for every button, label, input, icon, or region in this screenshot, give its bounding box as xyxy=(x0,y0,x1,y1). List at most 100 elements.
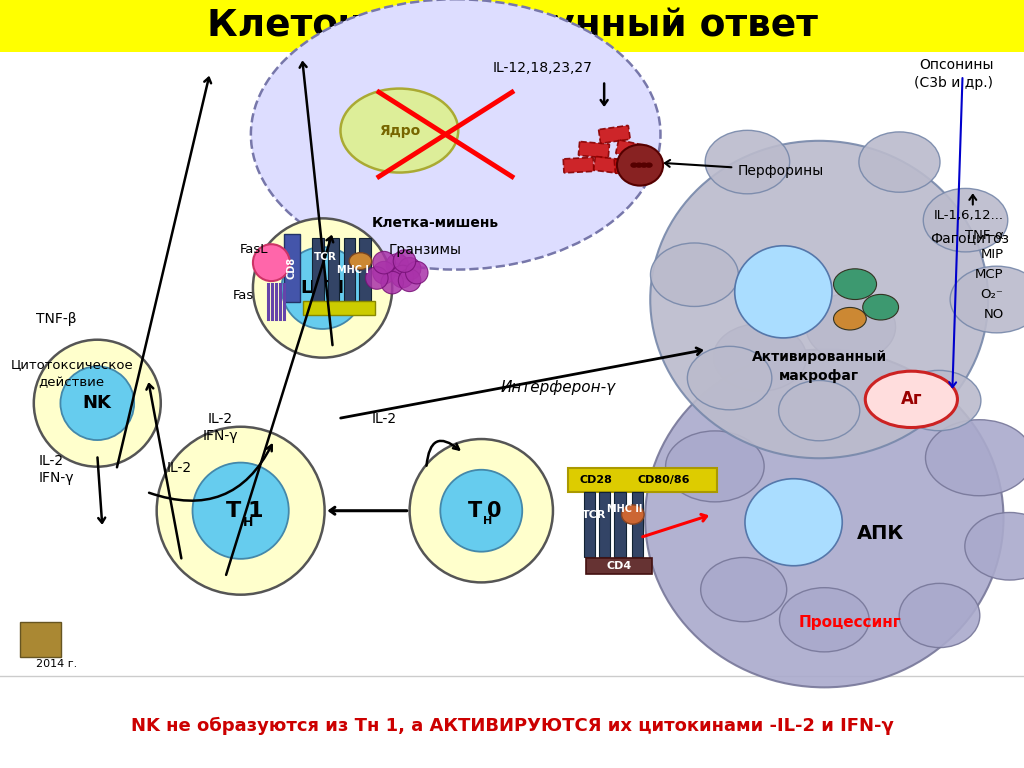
Circle shape xyxy=(253,244,290,281)
Text: АПК: АПК xyxy=(857,525,904,543)
Ellipse shape xyxy=(706,131,790,194)
Text: Н: Н xyxy=(483,516,493,526)
Ellipse shape xyxy=(924,188,1008,252)
Text: TNF-β: TNF-β xyxy=(36,312,77,326)
Text: 1: 1 xyxy=(248,501,263,521)
FancyBboxPatch shape xyxy=(614,157,645,174)
Circle shape xyxy=(391,265,414,288)
Ellipse shape xyxy=(865,371,957,428)
Text: Ядро: Ядро xyxy=(379,124,420,137)
Bar xyxy=(303,301,375,315)
FancyBboxPatch shape xyxy=(615,140,648,160)
Text: Перфорины: Перфорины xyxy=(737,164,823,178)
Bar xyxy=(359,238,371,301)
Text: CD4: CD4 xyxy=(607,561,632,571)
Ellipse shape xyxy=(965,512,1024,580)
Text: IFN-γ: IFN-γ xyxy=(39,472,75,485)
Ellipse shape xyxy=(745,478,842,566)
Circle shape xyxy=(157,427,325,594)
Text: Н: Н xyxy=(243,516,253,528)
Ellipse shape xyxy=(779,588,869,652)
Ellipse shape xyxy=(645,349,1004,687)
Circle shape xyxy=(60,366,134,440)
Text: ЦТЛ: ЦТЛ xyxy=(300,279,345,297)
Circle shape xyxy=(366,266,388,290)
Text: IL-2: IL-2 xyxy=(39,454,65,468)
Text: TNF-α: TNF-α xyxy=(965,229,1004,241)
Ellipse shape xyxy=(899,584,980,647)
FancyBboxPatch shape xyxy=(579,141,609,158)
Text: FasL: FasL xyxy=(240,243,268,256)
Text: Цитотоксическое: Цитотоксическое xyxy=(10,359,133,371)
Ellipse shape xyxy=(641,163,647,167)
Text: IL-2: IL-2 xyxy=(208,412,232,425)
Text: NK не образуются из Тн 1, а АКТИВИРУЮТСЯ их цитокинами -IL-2 и IFN-γ: NK не образуются из Тн 1, а АКТИВИРУЮТСЯ… xyxy=(131,717,893,735)
Circle shape xyxy=(406,261,428,284)
Text: MCP: MCP xyxy=(975,269,1004,281)
Bar xyxy=(599,492,610,557)
Text: 2014 г.: 2014 г. xyxy=(36,659,77,670)
Text: CD80/86: CD80/86 xyxy=(637,475,690,485)
Text: 0: 0 xyxy=(487,501,502,521)
Text: МHC II: МHC II xyxy=(607,504,642,515)
Text: Клеточный иммунный ответ: Клеточный иммунный ответ xyxy=(207,8,817,45)
Text: Опсонины: Опсонины xyxy=(919,58,993,72)
Bar xyxy=(312,238,324,301)
Circle shape xyxy=(386,253,409,276)
Text: TCR: TCR xyxy=(582,509,606,520)
Text: MIP: MIP xyxy=(980,249,1004,261)
Circle shape xyxy=(282,247,364,329)
Circle shape xyxy=(373,251,395,274)
Text: Fas: Fas xyxy=(233,290,254,302)
Ellipse shape xyxy=(859,132,940,192)
Bar xyxy=(586,558,652,574)
Circle shape xyxy=(373,261,395,284)
Ellipse shape xyxy=(735,246,831,338)
Ellipse shape xyxy=(896,370,981,431)
Text: (С3b и др.): (С3b и др.) xyxy=(914,76,993,90)
Ellipse shape xyxy=(834,269,877,300)
Text: Аг: Аг xyxy=(901,390,922,409)
Ellipse shape xyxy=(778,380,860,441)
Ellipse shape xyxy=(622,505,644,525)
Circle shape xyxy=(381,271,403,294)
Circle shape xyxy=(34,339,161,467)
Ellipse shape xyxy=(616,144,664,186)
Text: Интерферон-γ: Интерферон-γ xyxy=(501,380,615,396)
FancyBboxPatch shape xyxy=(563,157,594,173)
Text: IL-2: IL-2 xyxy=(372,412,396,425)
Bar xyxy=(568,468,717,492)
Ellipse shape xyxy=(646,163,652,167)
Text: IFN-γ: IFN-γ xyxy=(203,429,238,443)
Ellipse shape xyxy=(834,307,866,330)
Ellipse shape xyxy=(806,293,896,361)
Ellipse shape xyxy=(666,431,764,502)
Ellipse shape xyxy=(950,266,1024,333)
Text: IL-12,18,23,27: IL-12,18,23,27 xyxy=(493,61,593,74)
Ellipse shape xyxy=(636,163,642,167)
Bar xyxy=(284,234,300,302)
Text: действие: действие xyxy=(39,376,104,389)
Ellipse shape xyxy=(251,0,660,270)
Text: Гранзимы: Гранзимы xyxy=(388,243,462,257)
FancyBboxPatch shape xyxy=(599,125,630,144)
Ellipse shape xyxy=(862,294,899,320)
Ellipse shape xyxy=(650,243,738,306)
Ellipse shape xyxy=(926,419,1024,495)
Bar xyxy=(584,492,595,557)
Text: CD8: CD8 xyxy=(287,257,297,279)
Text: Фагоцитоз: Фагоцитоз xyxy=(930,231,1009,245)
Bar xyxy=(614,492,626,557)
FancyBboxPatch shape xyxy=(594,157,625,174)
Circle shape xyxy=(398,269,421,292)
Ellipse shape xyxy=(340,88,459,173)
Text: Активированный: Активированный xyxy=(752,350,887,364)
Text: CD28: CD28 xyxy=(580,475,612,485)
Text: Клетка-мишень: Клетка-мишень xyxy=(372,216,499,230)
Circle shape xyxy=(393,250,416,273)
Bar xyxy=(344,238,355,301)
Ellipse shape xyxy=(687,346,772,410)
Circle shape xyxy=(440,470,522,551)
Text: NO: NO xyxy=(983,309,1004,321)
Text: IL-2: IL-2 xyxy=(167,462,191,475)
